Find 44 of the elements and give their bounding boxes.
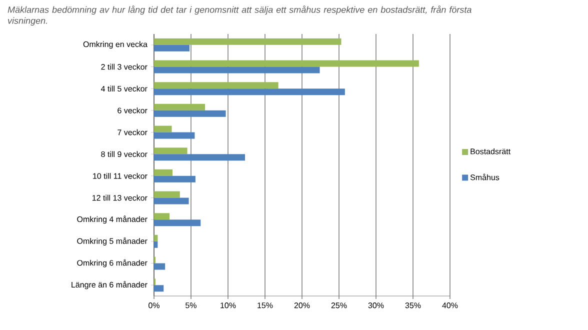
bar bbox=[154, 176, 196, 182]
chart-title: Mäklarnas bedömning av hur lång tid det tar i genomsnitt att sälja ett småhus respektive en bostadsrätt, från första visningen. bbox=[8, 6, 472, 26]
y-tick-label: 2 till 3 veckor bbox=[101, 64, 148, 70]
bar bbox=[154, 88, 345, 96]
x-tick-label: 0% bbox=[148, 302, 160, 308]
x-tick-label: 25% bbox=[331, 302, 347, 308]
y-tick-label: Omkring 6 månader bbox=[77, 259, 148, 268]
bar bbox=[154, 110, 226, 117]
bar bbox=[154, 82, 278, 89]
y-tick-label: Omkring en vecka bbox=[83, 41, 148, 49]
bar bbox=[154, 44, 190, 52]
y-tick-label: 7 veckor bbox=[118, 129, 148, 136]
y-tick-label: 8 till 9 veckor bbox=[101, 151, 148, 158]
bar bbox=[154, 60, 419, 67]
bar bbox=[154, 191, 180, 198]
bar bbox=[154, 132, 195, 139]
bar bbox=[154, 285, 164, 292]
x-tick-label: 40% bbox=[442, 302, 458, 308]
y-tick-label: Längre än 6 månader bbox=[72, 281, 148, 290]
y-tick-label: 12 till 13 veckor bbox=[92, 194, 148, 201]
x-tick-label: 20% bbox=[294, 302, 310, 308]
bar bbox=[154, 38, 342, 45]
bar bbox=[154, 213, 170, 220]
bar bbox=[154, 126, 172, 132]
bar bbox=[154, 198, 189, 204]
y-tick-label: Omkring 5 månader bbox=[77, 237, 148, 246]
bar bbox=[154, 104, 206, 110]
x-tick-label: 15% bbox=[258, 302, 273, 308]
y-tick-label: 10 till 11 veckor bbox=[93, 172, 148, 179]
x-tick-label: 35% bbox=[405, 302, 421, 308]
bar bbox=[154, 263, 166, 270]
legend-label: Bostadsrätt bbox=[470, 148, 510, 154]
bar bbox=[154, 169, 173, 176]
x-tick-label: 30% bbox=[368, 302, 384, 308]
x-tick-label: 10% bbox=[220, 302, 236, 308]
bar bbox=[154, 154, 246, 161]
y-tick-label: Omkring 4 månader bbox=[77, 216, 148, 224]
x-tick-label: 5% bbox=[186, 302, 196, 308]
bar bbox=[154, 148, 188, 154]
y-tick-label: 6 veckor bbox=[118, 107, 148, 114]
bar bbox=[154, 220, 201, 226]
legend-label: Småhus bbox=[470, 174, 500, 180]
y-tick-label: 4 till 5 veckor bbox=[100, 86, 148, 92]
bar bbox=[154, 66, 320, 74]
